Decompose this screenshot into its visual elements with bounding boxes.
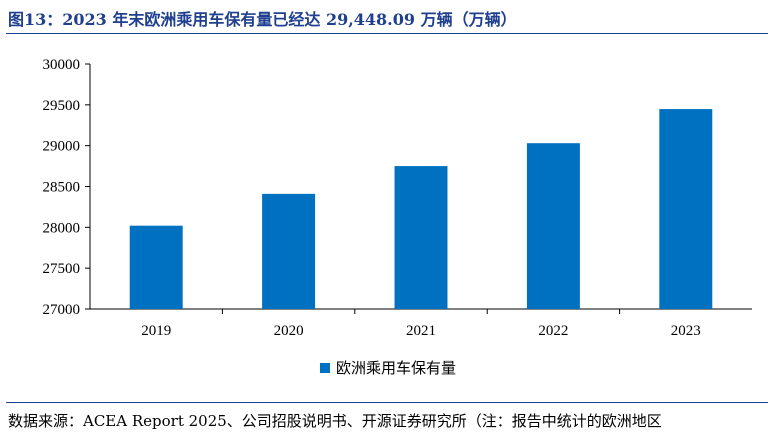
x-tick-label: 2023 (671, 323, 701, 339)
bar-2022 (526, 143, 580, 309)
legend-swatch (320, 362, 330, 373)
y-tick-label: 29000 (43, 139, 81, 155)
chart-title: 图13：2023 年末欧洲乘用车保有量已经达 29,448.09 万辆（万辆） (8, 10, 517, 29)
bars (129, 109, 713, 309)
x-tick-label: 2020 (274, 323, 304, 339)
source-note: 数据来源：ACEA Report 2025、公司招股说明书、开源证券研究所（注：… (8, 412, 662, 430)
x-axis: 2019 2020 2021 2022 2023 (90, 308, 752, 339)
x-tick-label: 2021 (406, 323, 436, 339)
source-divider (6, 402, 768, 403)
y-axis: 27000 27500 28000 28500 29000 29500 30000 (43, 57, 91, 318)
y-tick-label: 28000 (43, 220, 81, 236)
legend-label: 欧洲乘用车保有量 (336, 359, 457, 377)
bar-2019 (129, 225, 183, 309)
x-tick-label: 2019 (141, 323, 171, 339)
y-tick-label: 27000 (43, 302, 81, 318)
bar-2023 (659, 109, 713, 309)
x-tick-label: 2022 (538, 323, 568, 339)
y-tick-label: 29500 (43, 98, 81, 114)
y-tick-label: 27500 (43, 261, 81, 277)
bar-2021 (394, 166, 448, 309)
y-tick-label: 30000 (43, 57, 81, 73)
y-tick-label: 28500 (43, 180, 81, 196)
legend: 欧洲乘用车保有量 (320, 357, 456, 378)
bar-chart: 27000 27500 28000 28500 29000 29500 30000 2019… (43, 57, 752, 339)
title-divider (6, 33, 768, 34)
bar-2020 (262, 193, 316, 309)
